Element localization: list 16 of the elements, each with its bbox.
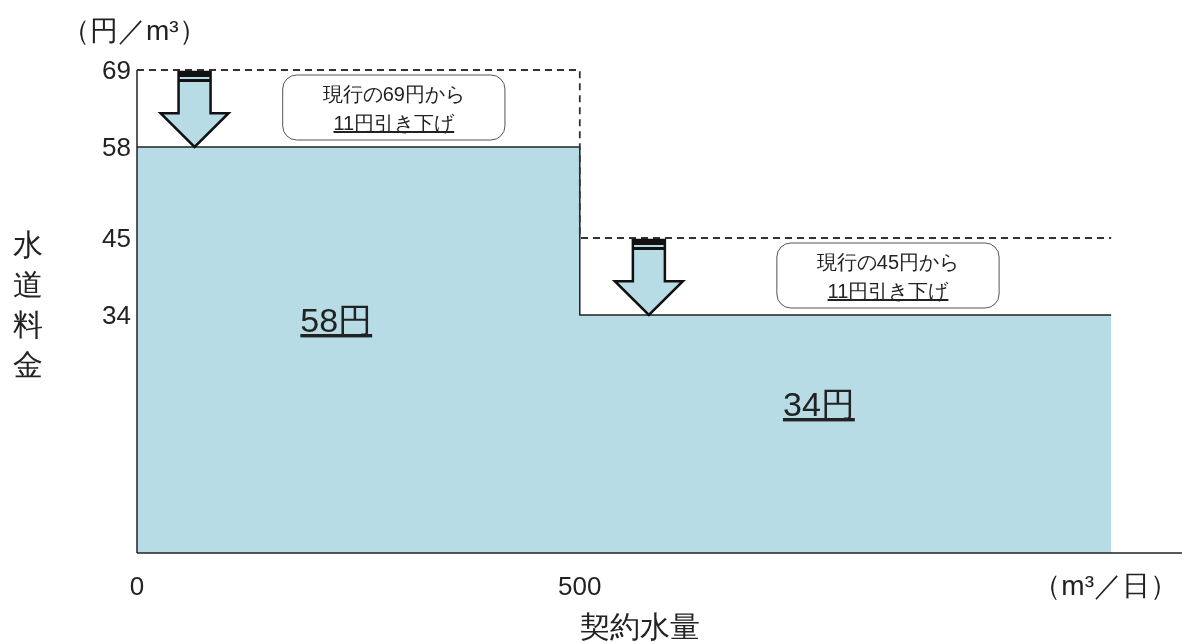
- y-tick-label: 58: [102, 132, 131, 162]
- y-tick-label: 69: [102, 55, 131, 85]
- x-tick-label: 500: [558, 571, 602, 601]
- text: （円／m³）: [62, 15, 207, 46]
- note: 現行の45円から 11円引き下げ: [776, 242, 1000, 309]
- x-axis-title: 契約水量: [579, 610, 700, 642]
- x-tick-label: 0: [129, 571, 145, 601]
- y-axis-title: 水道料金: [13, 228, 43, 381]
- text: （m³／日）: [1033, 570, 1178, 601]
- y-tick-label: 34: [102, 300, 131, 330]
- annotation: 58円: [300, 301, 373, 339]
- annotation: 34円: [782, 385, 855, 423]
- annotation: 現行の45円から 11円引き下げ: [816, 251, 960, 302]
- annotation: 現行の69円から 11円引き下げ: [322, 83, 465, 134]
- y-tick-label: 45: [102, 223, 131, 253]
- note: 現行の69円から 11円引き下げ: [282, 74, 506, 141]
